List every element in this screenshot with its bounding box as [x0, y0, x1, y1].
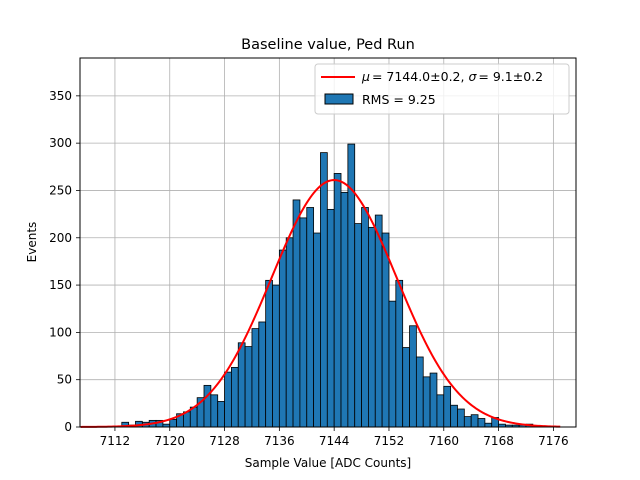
- histogram-bar: [278, 249, 287, 428]
- chart-title: Baseline value, Ped Run: [241, 37, 415, 53]
- legend-histogram-label: RMS = 9.25: [362, 92, 436, 107]
- histogram-bar: [292, 199, 301, 428]
- histogram-bar: [470, 414, 479, 428]
- histogram-bar: [306, 207, 315, 428]
- x-tick-label: 7112: [100, 434, 131, 448]
- histogram-bar: [320, 152, 328, 428]
- histogram-bar: [340, 191, 349, 428]
- y-tick-label: 300: [49, 136, 72, 150]
- legend-mu-value: = 7144.0±0.2,: [372, 69, 465, 84]
- histogram-bar: [436, 394, 445, 428]
- histogram-bar: [429, 372, 438, 428]
- x-tick-label: 7152: [374, 434, 405, 448]
- x-axis-label: Sample Value [ADC Counts]: [245, 456, 411, 470]
- x-tick-label: 7144: [319, 434, 350, 448]
- y-tick-label: 350: [49, 89, 72, 103]
- histogram-bar: [203, 384, 212, 428]
- histogram-bar: [272, 284, 280, 428]
- y-tick-label: 200: [49, 231, 72, 245]
- y-tick-label: 250: [49, 183, 72, 197]
- histogram-bar: [169, 419, 177, 428]
- legend-sigma-symbol: σ: [468, 69, 477, 84]
- legend-box: [314, 63, 570, 115]
- histogram-bar: [415, 356, 424, 428]
- x-tick-label: 7160: [429, 434, 460, 448]
- histogram-bar: [477, 418, 486, 428]
- histogram-bar: [443, 385, 452, 428]
- histogram-bar: [422, 376, 431, 428]
- histogram-bar: [402, 347, 410, 428]
- histogram-bar: [265, 279, 273, 428]
- y-tick-label: 50: [57, 373, 72, 387]
- x-tick-label: 7176: [538, 434, 569, 448]
- histogram-bar: [354, 223, 362, 428]
- legend-mu-symbol: μ: [361, 69, 370, 84]
- histogram-bar: [258, 321, 267, 428]
- histogram-bar: [210, 394, 219, 428]
- histogram-bar: [299, 217, 308, 428]
- x-tick-label: 7120: [154, 434, 185, 448]
- histogram-bar: [361, 207, 369, 428]
- histogram-bar: [374, 214, 383, 428]
- y-tick-label: 100: [49, 325, 72, 339]
- x-tick-label: 7168: [483, 434, 514, 448]
- gaussian-fit-curve: [80, 179, 561, 428]
- histogram-bar: [326, 208, 335, 428]
- y-axis-label: Events: [25, 222, 39, 263]
- histogram-bar: [244, 346, 253, 428]
- histogram-bar: [395, 279, 404, 428]
- histogram-bar: [333, 173, 342, 428]
- axis-ticks: 7112 7120 7128 7136 7144 7152 7160 7168 7176 0 50 1…: [49, 89, 569, 448]
- y-tick-label: 0: [64, 420, 72, 434]
- histogram-bar: [450, 404, 458, 428]
- x-tick-label: 7136: [264, 434, 295, 448]
- histogram-bar: [285, 237, 294, 428]
- histogram-bar: [409, 325, 417, 428]
- histogram-bar: [457, 408, 465, 428]
- histogram-bar: [251, 328, 260, 428]
- histogram-bar: [231, 366, 239, 428]
- legend-histogram-swatch: [324, 93, 354, 105]
- histogram-bar: [463, 416, 472, 428]
- histogram-bar: [237, 342, 246, 428]
- legend-sigma-value: = 9.1±0.2: [478, 69, 543, 84]
- y-tick-label: 150: [49, 278, 72, 292]
- legend: μ = 7144.0±0.2, σ = 9.1±0.2 RMS = 9.25: [314, 63, 570, 115]
- histogram-bar: [388, 300, 397, 428]
- histogram-bar: [368, 226, 376, 428]
- histogram-bar: [217, 401, 225, 428]
- histogram-bar: [484, 422, 493, 428]
- legend-fit-label: μ = 7144.0±0.2, σ = 9.1±0.2: [361, 69, 543, 84]
- x-tick-label: 7128: [209, 434, 240, 448]
- histogram-bar: [224, 371, 232, 428]
- plot-frame: [79, 57, 577, 428]
- histogram-bar: [381, 232, 390, 428]
- histogram-bar: [313, 232, 321, 428]
